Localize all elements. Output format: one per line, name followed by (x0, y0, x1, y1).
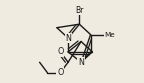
Text: Me: Me (104, 32, 115, 38)
Text: N: N (78, 58, 84, 67)
Text: N: N (65, 34, 71, 43)
Text: O: O (57, 47, 64, 56)
Text: O: O (57, 68, 64, 77)
Text: Br: Br (75, 6, 84, 15)
